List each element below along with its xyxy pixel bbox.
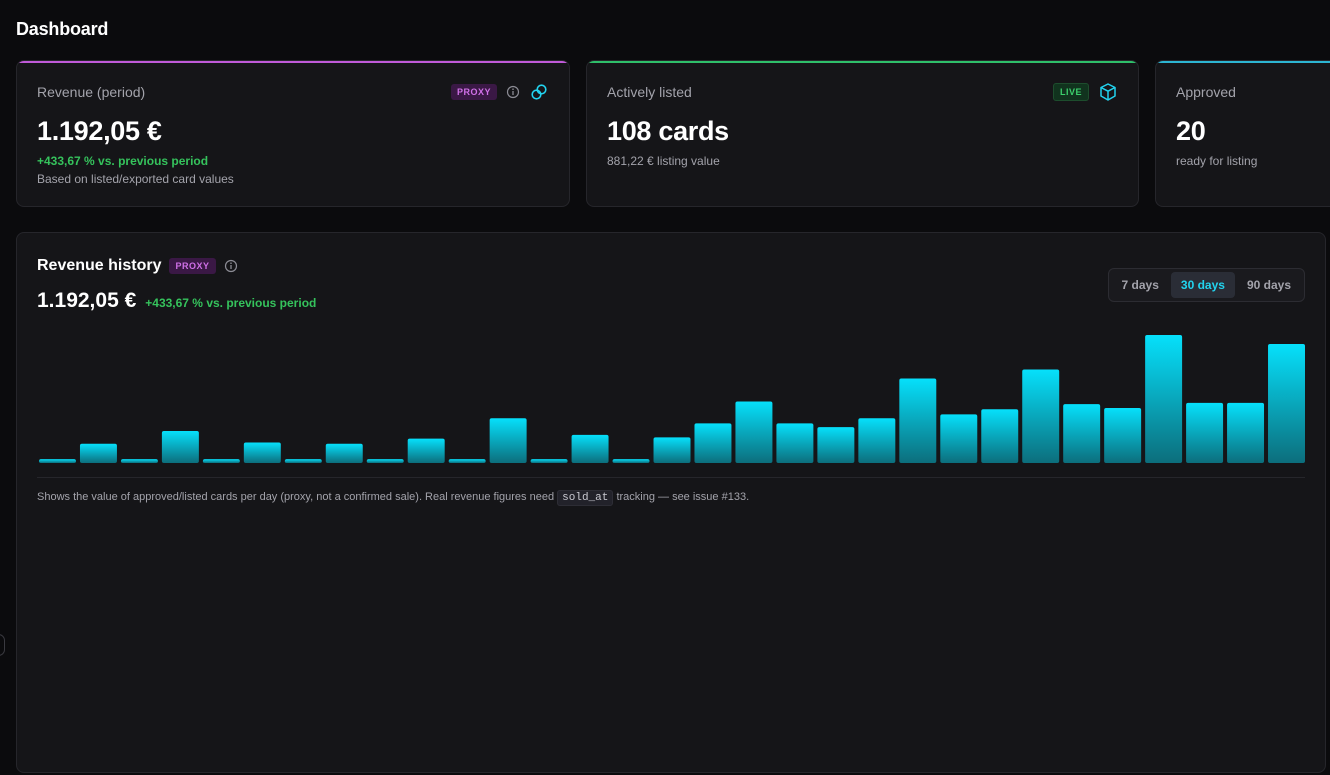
page-title: Dashboard	[16, 19, 109, 39]
link-icon[interactable]	[529, 82, 549, 102]
live-badge: LIVE	[1052, 83, 1089, 101]
card-actions: LIVE	[1052, 82, 1118, 102]
info-icon[interactable]	[224, 259, 238, 273]
info-icon[interactable]	[506, 85, 520, 99]
card-value: 108 cards	[607, 116, 729, 146]
chart-bar[interactable]	[1186, 402, 1224, 463]
range-30-days-button[interactable]: 30 days	[1170, 272, 1235, 298]
chart-title: Revenue history	[37, 257, 162, 274]
range-7-days-button[interactable]: 7 days	[1112, 272, 1169, 298]
chart-bar[interactable]	[735, 401, 773, 463]
chart-bar[interactable]	[1063, 404, 1101, 463]
chart-bar[interactable]	[120, 459, 158, 463]
card-subtext: ready for listing	[1176, 154, 1258, 168]
chart-bar[interactable]	[202, 459, 240, 463]
chart-delta: +433,67 % vs. previous period	[145, 296, 317, 310]
chart-total-row: 1.192,05 € +433,67 % vs. previous period	[37, 289, 316, 313]
chart-bar[interactable]	[161, 431, 199, 463]
card-label: Approved	[1176, 84, 1236, 100]
listed-card: Actively listed LIVE 108 cards 881,22 € …	[586, 60, 1139, 207]
code-snippet: sold_at	[557, 490, 614, 506]
card-value: 20	[1176, 116, 1206, 146]
footnote-text: Shows the value of approved/listed cards…	[37, 491, 555, 503]
chart-total: 1.192,05 €	[37, 289, 137, 312]
chart-bar[interactable]	[284, 459, 322, 463]
approved-card: Approved 20 ready for listing	[1155, 60, 1330, 207]
proxy-badge: PROXY	[169, 258, 216, 274]
card-subtext: Based on listed/exported card values	[37, 172, 234, 186]
chart-bar[interactable]	[1022, 369, 1060, 463]
box-icon[interactable]	[1098, 82, 1118, 102]
chart-bar[interactable]	[448, 459, 486, 463]
chart-bar[interactable]	[653, 437, 691, 463]
chart-bar[interactable]	[39, 459, 76, 463]
card-label: Revenue (period)	[37, 84, 146, 100]
chart-bar[interactable]	[243, 442, 281, 463]
chart-bar[interactable]	[366, 459, 404, 463]
chart-footnote: Shows the value of approved/listed cards…	[37, 490, 750, 506]
chart-bar[interactable]	[407, 438, 445, 463]
proxy-badge: PROXY	[450, 84, 497, 100]
chart-bar[interactable]	[571, 434, 609, 463]
range-selector: 7 days 30 days 90 days	[1107, 268, 1305, 302]
chart-bar[interactable]	[612, 459, 650, 463]
revenue-history-panel: Revenue history PROXY 1.192,05 € +433,67…	[16, 232, 1326, 773]
chart-bar[interactable]	[694, 423, 732, 463]
revenue-card: Revenue (period) PROXY 1.192,05 € +433,6…	[16, 60, 570, 207]
revenue-bar-chart	[39, 335, 1305, 463]
chart-bar[interactable]	[817, 427, 855, 463]
chart-bar[interactable]	[1145, 335, 1183, 463]
chart-bar[interactable]	[79, 443, 117, 463]
footnote-text-end: tracking — see issue #133.	[616, 491, 750, 503]
chart-bar[interactable]	[530, 459, 568, 463]
chart-bar[interactable]	[776, 423, 814, 463]
chart-bar[interactable]	[1268, 343, 1305, 463]
chart-bar[interactable]	[858, 418, 896, 463]
card-delta: +433,67 % vs. previous period	[37, 154, 209, 168]
chart-bar[interactable]	[899, 378, 937, 463]
chart-bar[interactable]	[981, 409, 1019, 463]
chart-title-row: Revenue history PROXY	[37, 257, 238, 275]
divider	[37, 477, 1305, 478]
card-subtext: 881,22 € listing value	[607, 154, 720, 168]
sidebar-toggle-handle[interactable]	[0, 634, 5, 656]
chart-bar[interactable]	[489, 418, 527, 463]
card-value: 1.192,05 €	[37, 116, 162, 146]
chart-bar[interactable]	[325, 443, 363, 463]
chart-bar[interactable]	[940, 414, 978, 463]
chart-bar[interactable]	[1104, 407, 1142, 463]
range-90-days-button[interactable]: 90 days	[1237, 272, 1301, 298]
card-actions: PROXY	[450, 82, 549, 102]
card-label: Actively listed	[607, 84, 692, 100]
chart-bar[interactable]	[1227, 402, 1265, 463]
